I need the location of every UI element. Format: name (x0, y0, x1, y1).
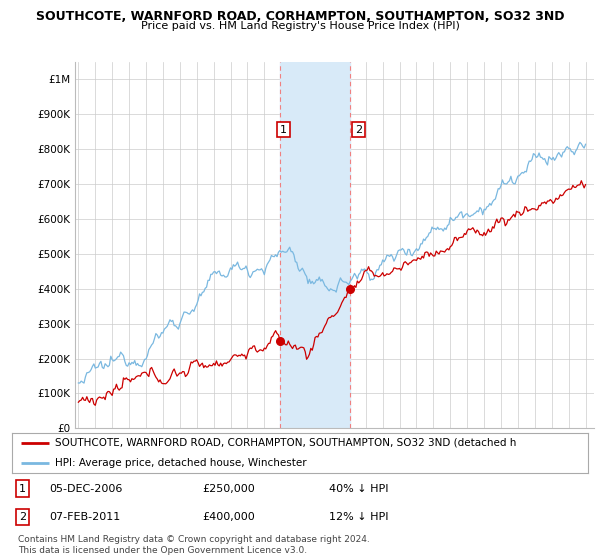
Text: 1: 1 (19, 484, 26, 493)
Bar (280, 62, 350, 428)
Text: £400,000: £400,000 (202, 512, 255, 522)
Text: 40% ↓ HPI: 40% ↓ HPI (329, 484, 388, 493)
Text: 12% ↓ HPI: 12% ↓ HPI (329, 512, 388, 522)
Text: 2: 2 (355, 125, 362, 135)
Text: HPI: Average price, detached house, Winchester: HPI: Average price, detached house, Winc… (55, 458, 307, 468)
Text: 07-FEB-2011: 07-FEB-2011 (49, 512, 121, 522)
Text: £250,000: £250,000 (202, 484, 255, 493)
Text: 1: 1 (280, 125, 287, 135)
Text: SOUTHCOTE, WARNFORD ROAD, CORHAMPTON, SOUTHAMPTON, SO32 3ND: SOUTHCOTE, WARNFORD ROAD, CORHAMPTON, SO… (36, 10, 564, 23)
Text: 05-DEC-2006: 05-DEC-2006 (49, 484, 123, 493)
Text: Price paid vs. HM Land Registry's House Price Index (HPI): Price paid vs. HM Land Registry's House … (140, 21, 460, 31)
Text: 2: 2 (19, 512, 26, 522)
Text: SOUTHCOTE, WARNFORD ROAD, CORHAMPTON, SOUTHAMPTON, SO32 3ND (detached h: SOUTHCOTE, WARNFORD ROAD, CORHAMPTON, SO… (55, 438, 517, 448)
Text: Contains HM Land Registry data © Crown copyright and database right 2024.
This d: Contains HM Land Registry data © Crown c… (18, 535, 370, 555)
